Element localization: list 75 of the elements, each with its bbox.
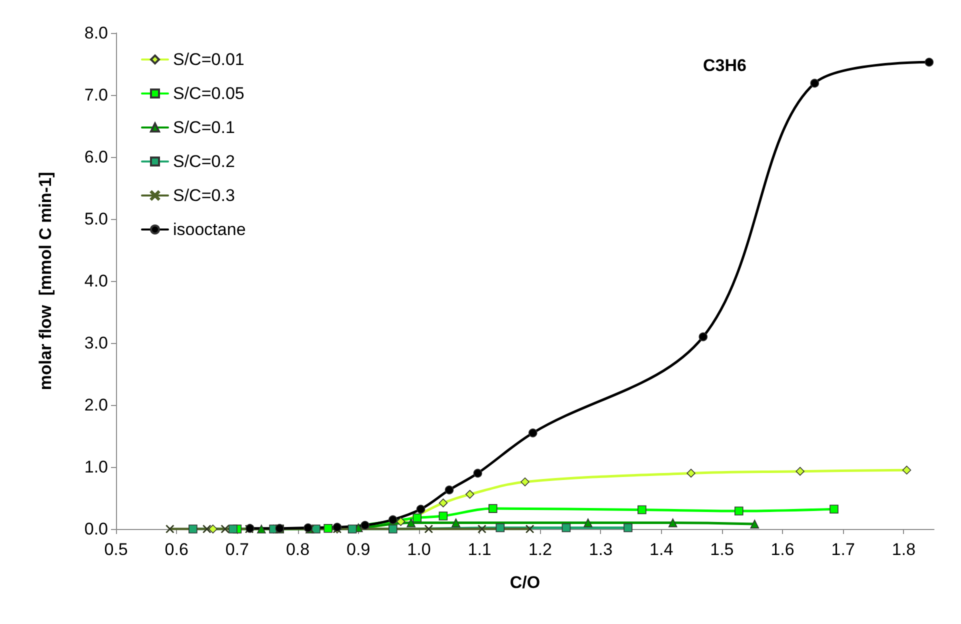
x-tick-label: 1.7 bbox=[831, 540, 855, 559]
point bbox=[324, 524, 332, 533]
y-tick-label: 6.0 bbox=[84, 148, 108, 166]
point bbox=[360, 520, 370, 530]
point bbox=[810, 78, 820, 88]
y-tick-label: 0.0 bbox=[84, 520, 108, 538]
legend-label: S/C=0.1 bbox=[173, 118, 235, 137]
x-tick-label: 0.6 bbox=[164, 540, 188, 559]
point bbox=[438, 498, 448, 508]
point bbox=[257, 524, 266, 534]
point bbox=[416, 504, 426, 514]
y-tick-label: 3.0 bbox=[84, 334, 108, 352]
x-tick-label: 1.3 bbox=[588, 540, 613, 559]
point bbox=[406, 518, 416, 528]
point bbox=[924, 58, 934, 67]
x-tick-label: 1.0 bbox=[407, 540, 431, 559]
point bbox=[473, 468, 482, 478]
x-tick-label: 0.7 bbox=[225, 540, 250, 559]
x-tick-label: 1.1 bbox=[468, 540, 492, 559]
point bbox=[412, 513, 422, 522]
point bbox=[388, 524, 398, 534]
point bbox=[638, 505, 646, 514]
x-tick-label: 1.8 bbox=[892, 540, 916, 559]
legend-label: S/C=0.05 bbox=[173, 84, 244, 103]
point bbox=[584, 518, 592, 528]
y-tick-label: 4.0 bbox=[84, 272, 108, 290]
legend-label: S/C=0.3 bbox=[173, 186, 235, 205]
point bbox=[452, 518, 460, 528]
x-tick-label: 1.2 bbox=[528, 540, 552, 559]
point bbox=[734, 506, 744, 516]
point bbox=[488, 504, 498, 513]
x-axis-title: C/O bbox=[510, 573, 540, 592]
point bbox=[698, 332, 708, 342]
x-tick-label: 1.5 bbox=[710, 540, 734, 559]
point bbox=[478, 524, 486, 534]
x-tick-label: 1.6 bbox=[770, 540, 794, 559]
y-tick-label: 1.0 bbox=[84, 458, 108, 476]
point bbox=[202, 524, 212, 534]
y-tick-label: 2.0 bbox=[84, 396, 108, 414]
point bbox=[388, 515, 398, 524]
y-tick-label: 7.0 bbox=[84, 86, 108, 104]
legend-label: S/C=0.01 bbox=[173, 50, 244, 69]
y-axis-title: molar flow [mmol C min-1] bbox=[36, 172, 55, 390]
text: C3H6 bbox=[703, 56, 746, 75]
point bbox=[424, 524, 433, 534]
point bbox=[188, 524, 198, 534]
point bbox=[396, 517, 406, 526]
point bbox=[465, 490, 474, 499]
point bbox=[526, 524, 534, 534]
point bbox=[750, 520, 760, 528]
point bbox=[220, 524, 230, 534]
point bbox=[686, 468, 696, 478]
point bbox=[902, 466, 912, 474]
point bbox=[228, 524, 238, 534]
legend-label: S/C=0.2 bbox=[173, 152, 235, 171]
x-tick-label: 0.9 bbox=[346, 540, 370, 559]
x-tick-label: 0.8 bbox=[286, 540, 310, 559]
point bbox=[444, 486, 454, 494]
point bbox=[520, 477, 530, 486]
legend-label: isooctane bbox=[173, 220, 246, 239]
point bbox=[348, 524, 357, 534]
y-tick-label: 5.0 bbox=[84, 210, 108, 228]
point bbox=[438, 512, 448, 520]
point bbox=[166, 524, 174, 534]
x-tick-label: 1.4 bbox=[650, 540, 674, 559]
point bbox=[496, 523, 505, 532]
point bbox=[830, 504, 838, 514]
point bbox=[562, 523, 571, 532]
point bbox=[796, 466, 804, 476]
point bbox=[528, 428, 538, 438]
x-tick-label: 0.5 bbox=[104, 540, 128, 559]
point bbox=[668, 518, 678, 528]
point bbox=[624, 523, 632, 532]
point bbox=[208, 524, 218, 534]
y-tick-label: 8.0 bbox=[84, 24, 108, 42]
